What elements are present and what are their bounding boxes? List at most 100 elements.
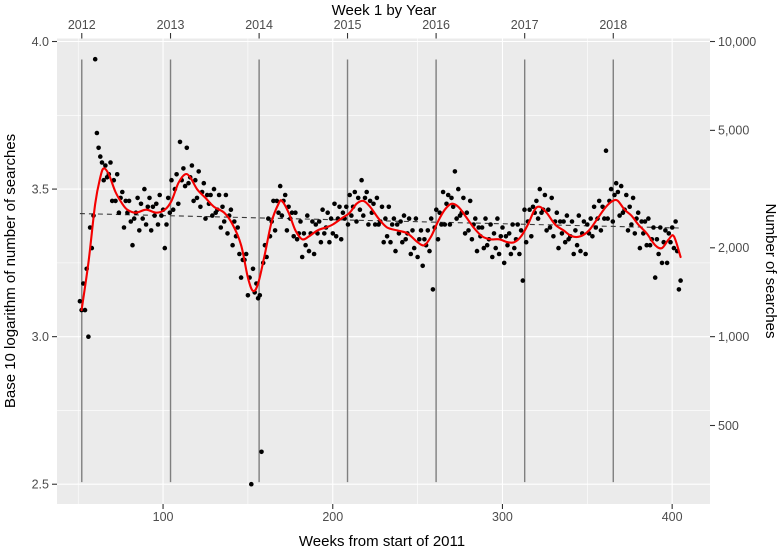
data-point	[289, 210, 295, 215]
data-point	[523, 239, 529, 245]
data-point	[462, 231, 468, 236]
data-point	[442, 222, 448, 227]
data-point	[77, 298, 83, 304]
data-point	[103, 163, 108, 168]
data-point	[330, 231, 336, 236]
data-point	[383, 216, 388, 221]
data-point	[629, 222, 634, 227]
data-point	[337, 204, 342, 210]
data-point	[271, 198, 276, 204]
data-point	[177, 139, 183, 145]
data-point	[266, 216, 271, 221]
data-point	[121, 225, 127, 230]
data-point	[333, 234, 339, 239]
data-point	[668, 239, 673, 245]
data-point	[238, 275, 244, 280]
data-point	[282, 192, 288, 198]
data-point	[228, 207, 234, 212]
data-point	[559, 231, 565, 236]
data-point	[437, 210, 443, 215]
data-point	[126, 198, 132, 204]
data-point	[232, 219, 237, 224]
data-point	[82, 307, 88, 313]
data-point	[420, 263, 426, 269]
data-point	[86, 334, 91, 340]
data-point	[116, 210, 122, 215]
data-point	[338, 237, 344, 242]
data-point	[201, 180, 207, 186]
right-tick-label: 2,000	[718, 241, 749, 255]
data-point	[542, 192, 548, 198]
data-point	[627, 204, 632, 210]
data-point	[162, 245, 168, 251]
data-point	[562, 239, 568, 245]
data-point	[328, 216, 334, 221]
data-point	[327, 239, 332, 245]
data-point	[658, 225, 663, 230]
data-point	[366, 222, 371, 227]
data-point	[374, 195, 380, 201]
data-point	[272, 228, 278, 233]
data-point	[598, 228, 604, 233]
data-point	[138, 201, 144, 207]
data-point	[664, 260, 670, 266]
data-point	[189, 163, 195, 168]
data-point	[196, 169, 201, 174]
data-point	[155, 222, 161, 227]
data-point	[130, 242, 135, 248]
data-point	[603, 148, 609, 153]
data-point	[564, 213, 570, 218]
data-point	[449, 195, 454, 201]
top-tick-label: 2012	[68, 18, 96, 32]
x-tick-label: 200	[322, 510, 343, 524]
data-point	[352, 189, 358, 195]
data-point	[388, 239, 393, 245]
left-tick-label: 4.0	[32, 35, 49, 49]
data-point	[501, 260, 507, 266]
data-point	[303, 242, 308, 248]
data-point	[613, 180, 619, 186]
data-point	[654, 237, 660, 242]
data-point	[381, 239, 387, 245]
data-point	[150, 204, 156, 210]
data-point	[186, 180, 191, 186]
data-point	[503, 234, 509, 239]
data-point	[593, 225, 599, 230]
data-point	[427, 248, 432, 254]
data-point	[447, 222, 453, 227]
data-point	[299, 254, 305, 260]
data-point	[612, 192, 617, 198]
data-point	[340, 210, 346, 215]
data-point	[274, 198, 280, 204]
data-point	[221, 219, 227, 224]
data-point	[496, 251, 502, 257]
data-point	[311, 251, 317, 257]
data-point	[467, 198, 473, 204]
data-point	[635, 210, 641, 215]
data-point	[135, 195, 140, 201]
data-point	[259, 449, 264, 455]
data-point	[204, 192, 210, 198]
data-point	[401, 213, 407, 218]
data-point	[362, 195, 368, 201]
data-point	[615, 189, 621, 195]
data-point	[384, 234, 390, 239]
left-tick-label: 3.5	[32, 182, 49, 196]
data-point	[96, 145, 101, 151]
data-point	[479, 225, 485, 230]
x-axis-title: Weeks from start of 2011	[299, 533, 465, 550]
data-point	[293, 210, 298, 215]
data-point	[208, 192, 213, 198]
data-point	[325, 210, 331, 215]
data-point	[630, 195, 636, 201]
data-point	[396, 231, 402, 236]
data-point	[245, 293, 251, 298]
data-point	[371, 201, 376, 207]
data-point	[276, 210, 281, 215]
data-point	[176, 201, 181, 207]
data-point	[218, 225, 224, 230]
data-point	[284, 228, 290, 233]
data-point	[439, 222, 444, 227]
